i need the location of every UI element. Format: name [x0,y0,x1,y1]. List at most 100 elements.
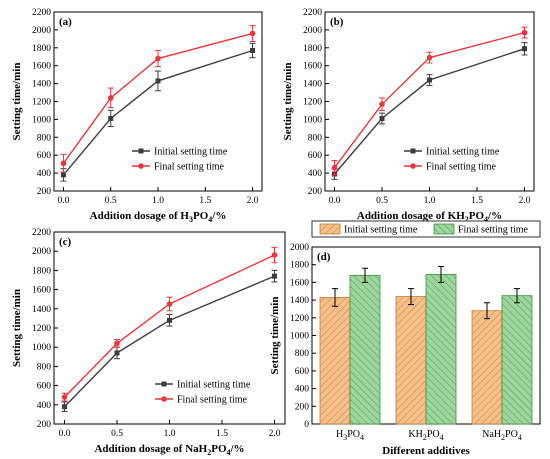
y-tick-label: 1200 [303,98,322,108]
data-point [155,78,161,84]
y-tick-label: 2000 [32,247,51,257]
x-tick-label: 1.0 [164,429,176,439]
bar-final [501,295,533,425]
y-tick-label: 1400 [290,296,309,306]
bar-final [349,274,381,425]
y-tick-label: 400 [308,169,323,179]
y-tick-label: 2200 [303,8,322,18]
legend-marker [410,148,416,154]
label-part: Addition dosage of KH [357,210,465,222]
subscript: 4 [440,433,444,442]
x-tick-label: 0.0 [58,196,70,206]
series-line-final [62,32,253,164]
y-tick-label: 2000 [303,26,322,36]
y-axis-label: Setting time/min [11,289,23,367]
subscript: 3 [343,433,347,442]
y-tick-label: 1400 [32,305,51,315]
label-part: PO [193,210,209,222]
y-tick-label: 600 [295,367,310,377]
y-tick-label: 800 [308,133,323,143]
label-part: NaH [482,429,501,440]
series-line-final [333,31,525,169]
subscript: 4 [227,448,231,457]
legend-swatch [319,223,341,235]
plot-frame [53,231,286,425]
y-tick-label: 2000 [290,243,309,253]
subscript: 4 [360,433,364,442]
legend-label: Initial setting time [177,380,251,391]
data-point [331,164,338,171]
panel-label: (d) [317,251,331,263]
y-tick-label: 1200 [32,98,51,108]
legend-entry: Final setting time [404,162,497,173]
legend-label: Final setting time [426,162,497,173]
y-tick-label: 600 [37,382,52,392]
data-point [249,30,256,37]
legend-entry: Initial setting time [319,223,418,236]
data-point [521,29,528,36]
y-tick-label: 2200 [32,8,51,18]
y-tick-label: 400 [37,169,52,179]
subscript: 4 [484,215,488,224]
data-point [114,340,120,347]
y-tick-label: 2200 [32,228,51,238]
y-tick-label: 1600 [32,62,51,72]
y-tick-label: 800 [37,133,52,143]
y-axis-label: Setting time/min [269,297,281,375]
series-line-initial [333,48,525,175]
x-tick-label: 1.5 [471,196,483,206]
y-tick-label: 1400 [303,80,322,90]
y-tick-label: 1000 [290,332,309,342]
label-part: PO [347,429,360,440]
y-tick-label: 600 [37,151,52,161]
legend-swatch [433,223,455,235]
x-axis-label: Different additives [382,445,470,457]
subscript: 2 [423,433,427,442]
legend-entry: Final setting time [155,395,248,406]
bar-final [425,274,457,425]
bar-initial [471,310,503,425]
x-tick-label: 1.0 [424,196,436,206]
label-part: H [336,429,343,440]
legend-marker [138,148,144,154]
data-point [522,46,527,52]
y-tick-label: 1200 [32,324,51,334]
data-point [114,350,120,356]
legend-entry: Initial setting time [155,380,251,391]
series-line-initial [62,49,253,176]
legend-entry: Final setting time [132,162,225,173]
data-point [271,252,278,258]
y-tick-label: 0 [304,420,309,430]
chart-panel-d: 0 200 400 600 800 1000 1200 1400 1600 1800 2000 Set… [269,220,541,457]
label-part: /% [487,210,502,222]
legend-entry: Initial setting time [132,147,228,158]
subscript: 2 [207,448,211,457]
x-tick-label: H3PO4 [336,429,364,442]
label-part: /% [230,443,245,455]
data-point [155,55,161,62]
panel-label: (b) [330,16,344,28]
series-line-final [63,254,275,398]
x-tick-label: 1.5 [216,429,228,439]
bar-initial [395,296,427,425]
y-tick-label: 1000 [32,343,51,353]
data-point [60,160,67,167]
x-tick-label: 2.0 [269,429,281,439]
x-axis-label: Addition dosage of KH2PO4/% [357,210,502,224]
y-tick-label: 1200 [290,314,309,324]
y-tick-label: 800 [37,362,52,372]
data-point [272,273,277,279]
legend-label: Final setting time [458,225,529,236]
x-tick-label: 0.5 [105,196,117,206]
y-tick-label: 1600 [290,278,309,288]
x-tick-label: NaH2PO4 [482,429,522,442]
y-tick-label: 1800 [32,44,51,54]
legend-box [311,220,541,238]
label-part: PO [505,429,518,440]
y-tick-label: 200 [308,187,323,197]
x-tick-label: 1.0 [152,196,164,206]
x-axis-label: Addition dosage of NaH2PO4/% [94,443,244,457]
data-point [61,394,68,400]
label-part: Addition dosage of NaH [94,443,207,455]
